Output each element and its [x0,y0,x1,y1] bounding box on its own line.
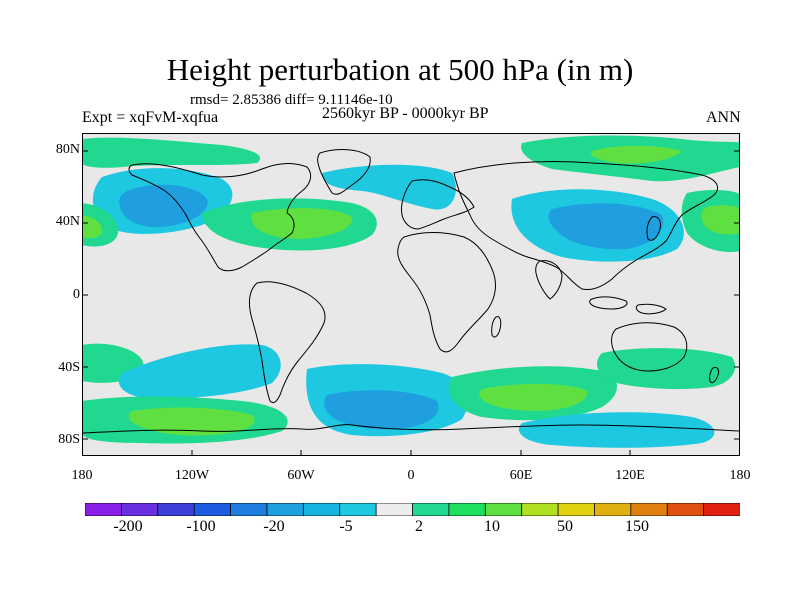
lon-label-60w: 60W [287,468,315,483]
coastline-antarctica [82,424,740,434]
anomaly-positive-north-atlantic-core [251,208,353,239]
colorbar-swatch [339,503,377,516]
lat-label-equator: 0 [73,287,80,302]
anomaly-positive-west-edge-core [82,215,103,239]
colorbar-swatch [521,503,559,516]
lon-label-180-west: 180 [71,468,93,483]
colorbar-swatch [230,503,268,516]
colorbar-label-minus-100: -100 [186,518,216,535]
coastline-india [535,260,563,300]
colorbar-label-150: 150 [625,518,649,535]
colorbar-label-minus-5: -5 [339,518,353,535]
anomaly-positive-arctic-west [82,137,261,168]
lat-label-80s: 80S [58,432,80,447]
coastline-greenland [317,149,371,195]
lat-label-80n: 80N [55,142,80,157]
colorbar-swatch [703,503,740,516]
colorbar-swatch [484,503,523,516]
coastline-australia [611,322,688,372]
lon-label-120e: 120E [615,468,645,483]
colorbar-swatch [412,503,450,516]
anomaly-negative-arctic-atlantic [322,164,456,210]
season-label: ANN [706,109,741,126]
lon-label-60e: 60E [509,468,533,483]
rmsd-annotation: rmsd= 2.85386 diff= 9.11146e-10 [190,92,393,108]
anomaly-map [82,133,740,456]
colorbar-label-minus-20: -20 [263,518,285,535]
colorbar-swatch [157,503,195,516]
colorbar-swatch [630,503,668,516]
lat-label-40n: 40N [55,214,80,229]
anomaly-negative-south-pacific [118,344,281,399]
coastline-indonesia [589,296,628,310]
anomaly-negative-south-indian-east [518,412,715,448]
anomaly-positive-north-pacific-east-core [701,205,740,235]
colorbar-swatch [302,503,341,516]
coastlines [82,149,740,434]
coastline-africa [397,232,496,353]
anomaly-negative-south-atlantic-core [324,390,439,430]
anomaly-fills [82,135,740,448]
colorbar-swatch [120,503,159,516]
lat-label-40s: 40S [58,360,80,375]
coastline-north-america [128,162,312,272]
lon-label-0: 0 [407,468,415,483]
coastline-new-zealand [709,366,719,384]
lon-label-120w: 120W [174,468,210,483]
colorbar-swatch [557,503,596,516]
colorbar-swatch [266,503,305,516]
colorbar-label-50: 50 [557,518,573,535]
colorbar-swatch [666,503,705,516]
coastline-south-america [248,281,326,404]
colorbar [85,503,740,516]
colorbar-swatch [375,503,414,516]
colorbar-swatch [448,503,486,516]
colorbar-swatch [85,503,123,516]
anomaly-negative-eurasia-core [548,203,664,250]
anomaly-positive-south-indian-core [479,383,588,411]
coastline-new-guinea [635,303,667,315]
colorbar-label-10: 10 [484,518,500,535]
coastline-japan [646,216,661,241]
coastline-asia [453,160,718,290]
colorbar-swatch [594,503,632,516]
anomaly-positive-south-ocean-west-core [128,407,255,436]
anomaly-positive-arctic-east-core [591,145,682,164]
coastline-madagascar [491,316,502,338]
map-title: Height perturbation at 500 hPa (in m) [166,52,634,87]
colorbar-label-2: 2 [415,518,423,535]
colorbar-swatch [193,503,232,516]
lon-label-180-east: 180 [729,468,751,483]
experiment-label: Expt = xqFvM-xqfua [82,109,219,126]
coastline-europe [401,179,475,230]
axis-ticks [82,150,740,456]
colorbar-label-minus-200: -200 [113,518,143,535]
anomaly-negative-north-pacific-core [119,184,208,228]
period-label: 2560kyr BP - 0000kyr BP [322,105,489,122]
